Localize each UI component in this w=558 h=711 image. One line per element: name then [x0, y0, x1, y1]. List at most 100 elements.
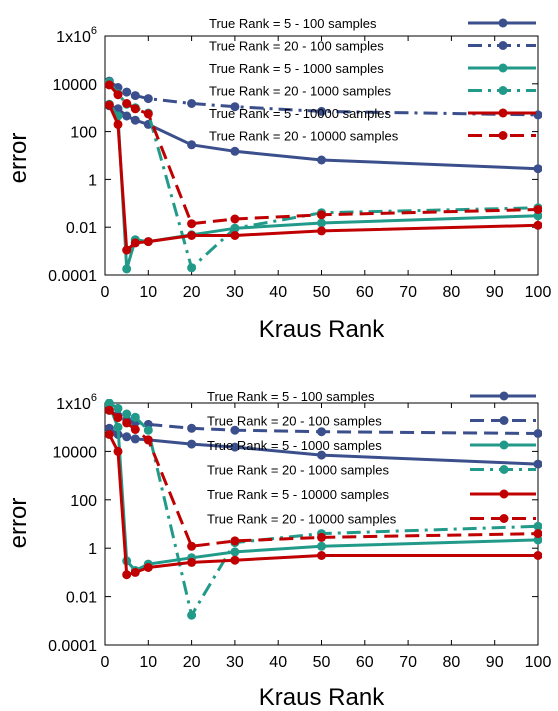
data-point [105, 100, 114, 110]
x-tick-label: 40 [269, 284, 287, 301]
legend-label: True Rank = 20 - 100 samples [207, 414, 382, 429]
legend-marker [499, 440, 509, 450]
data-point [533, 429, 542, 438]
legend-label: True Rank = 5 - 1000 samples [207, 438, 382, 453]
data-point [230, 425, 240, 435]
data-point [533, 551, 542, 560]
x-tick-label: 70 [399, 284, 417, 301]
data-point [317, 218, 326, 228]
data-point [187, 557, 197, 567]
data-point [130, 104, 140, 114]
data-point [533, 459, 542, 469]
data-point [187, 231, 197, 240]
data-point [317, 450, 326, 460]
data-point [317, 106, 326, 116]
x-tick-label: 20 [183, 284, 201, 301]
legend-label: True Rank = 5 - 10000 samples [209, 106, 391, 121]
x-tick-label: 100 [525, 284, 552, 301]
x-tick-label: 70 [399, 654, 417, 671]
data-point [143, 237, 153, 247]
data-point [143, 94, 153, 104]
data-point [130, 238, 140, 248]
data-point [143, 425, 153, 435]
data-point [533, 205, 542, 214]
x-tick-label: 30 [226, 654, 244, 671]
y-tick-label: 100 [70, 493, 97, 510]
legend-label: True Rank = 5 - 10000 samples [207, 487, 389, 502]
data-point [533, 521, 542, 531]
data-point [122, 409, 132, 419]
legend-marker [498, 18, 508, 28]
y-tick-label: 0.01 [66, 590, 97, 607]
data-point [130, 434, 140, 444]
data-point [317, 226, 326, 236]
legend-label: True Rank = 5 - 100 samples [209, 16, 377, 31]
data-point [187, 541, 197, 551]
data-point [533, 529, 542, 539]
data-point [143, 109, 153, 119]
data-point [113, 422, 123, 432]
data-point [317, 551, 326, 560]
y-tick-label: 0.0001 [48, 268, 97, 285]
data-point [187, 423, 197, 433]
legend-marker [499, 465, 509, 474]
y-tick-label: 1 [88, 172, 97, 189]
legend-marker [499, 489, 509, 499]
data-point [230, 442, 240, 452]
series-3 [105, 399, 542, 620]
x-tick-label: 80 [443, 284, 461, 301]
x-tick-label: 0 [101, 654, 110, 671]
data-point [122, 432, 132, 442]
data-point [230, 231, 240, 240]
data-point [317, 541, 326, 551]
x-tick-label: 0 [101, 284, 110, 301]
legend-marker [498, 108, 508, 118]
x-tick-label: 10 [139, 284, 157, 301]
x-axis-label: Kraus Rank [259, 684, 385, 711]
x-tick-label: 90 [486, 654, 504, 671]
y-axis-label: error [5, 133, 32, 184]
data-point [230, 536, 240, 546]
legend-label: True Rank = 5 - 1000 samples [209, 61, 384, 76]
data-point [230, 223, 240, 233]
x-tick-label: 60 [356, 654, 374, 671]
x-tick-label: 100 [525, 654, 552, 671]
legend-marker [499, 416, 509, 425]
data-point [317, 155, 326, 165]
legend-marker [499, 514, 509, 523]
data-point [122, 570, 132, 580]
legend-marker [498, 131, 508, 140]
data-point [130, 91, 140, 101]
y-axis-label: error [5, 498, 32, 549]
x-tick-label: 10 [139, 654, 157, 671]
data-point [122, 99, 132, 108]
data-point [122, 418, 132, 428]
series-4 [105, 100, 542, 255]
y-tick-label: 10000 [53, 444, 98, 461]
data-point [113, 446, 123, 456]
data-point [230, 547, 240, 557]
series-5 [105, 405, 542, 551]
legend-label: True Rank = 20 - 10000 samples [209, 129, 399, 144]
data-point [113, 119, 123, 129]
data-point [105, 430, 114, 439]
chart-top: 0 10 20 30 40 50 60 70 80 90 100 0.0001 0.01 1 100 1000… [5, 16, 551, 343]
legend-marker [498, 63, 508, 73]
data-point [105, 399, 114, 408]
data-point [122, 264, 132, 274]
data-point [130, 115, 140, 125]
data-point [533, 164, 542, 174]
data-point [122, 111, 132, 121]
y-tick-label: 1x106 [56, 25, 97, 46]
data-point [187, 263, 197, 273]
x-tick-label: 20 [183, 654, 201, 671]
y-tick-label: 0.01 [66, 220, 97, 237]
y-tick-label: 1x106 [56, 392, 97, 413]
data-point [317, 532, 326, 542]
data-point [187, 439, 197, 449]
data-point [105, 80, 114, 90]
y-tick-label: 10000 [53, 77, 98, 94]
series-5 [105, 80, 542, 229]
data-point [122, 87, 132, 97]
